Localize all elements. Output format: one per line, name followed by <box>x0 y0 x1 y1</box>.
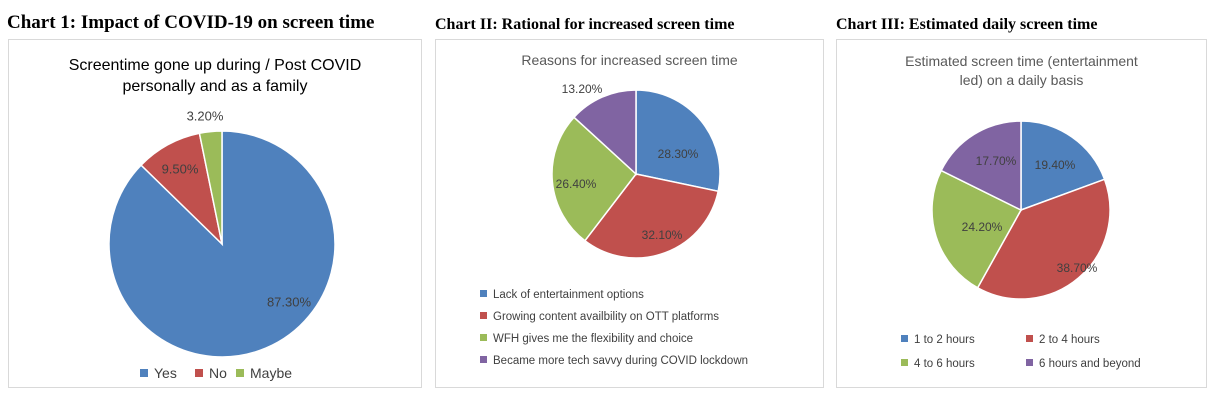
chart3-data-label-2-to-4-hours: 38.70% <box>1057 261 1098 275</box>
chart2-legend-swatch-lack-of-entertainment-options <box>480 290 487 298</box>
chart2-legend-label-lack-of-entertainment-options: Lack of entertainment options <box>493 289 644 301</box>
chart1-legend-item-no: No <box>195 365 227 381</box>
chart1-title-line2: personally and as a family <box>122 78 308 95</box>
chart2-data-label-became-more-tech-savvy-during-covid-lockdown: 13.20% <box>562 82 603 96</box>
chart3-legend-swatch-6-hours-and-beyond <box>1026 359 1033 367</box>
chart1-legend-swatch-no <box>195 369 203 378</box>
chart1-data-label-yes: 87.30% <box>267 294 312 309</box>
chart3-pie: 19.40% 38.70% 24.20% 17.70% <box>931 120 1111 300</box>
chart2-legend-item-lack-of-entertainment-options: Lack of entertainment options <box>480 289 644 301</box>
chart1-slice-maybe <box>198 130 223 245</box>
chart2-data-label-growing-content-availbility-on-ott-platforms: 32.10% <box>642 228 683 242</box>
chart3-title: Estimated screen time (entertainment led… <box>837 52 1206 90</box>
chart3-slice-2-to-4-hours <box>976 178 1111 300</box>
chart1-data-label-maybe: 3.20% <box>187 108 224 123</box>
chart1-legend-item-yes: Yes <box>140 365 177 381</box>
chart2-legend-swatch-wfh-gives-me-the-flexibility-and-choice <box>480 334 487 342</box>
chart3-legend-swatch-4-to-6-hours <box>901 359 908 367</box>
chart3-legend-item-2-to-4-hours: 2 to 4 hours <box>1026 334 1100 346</box>
chart3-legend-label-2-to-4-hours: 2 to 4 hours <box>1039 334 1100 346</box>
chart3-title-line1: Estimated screen time (entertainment <box>905 53 1138 69</box>
chart2-title-line1: Reasons for increased screen time <box>521 52 738 68</box>
chart3-slice-4-to-6-hours <box>931 169 1023 289</box>
chart3-legend-item-4-to-6-hours: 4 to 6 hours <box>901 358 975 370</box>
chart3-data-label-6-hours-and-beyond: 17.70% <box>976 154 1017 168</box>
chart3-legend: 1 to 2 hours 2 to 4 hours 4 to 6 hours 6 ho… <box>837 40 1208 389</box>
chart2-slice-wfh-gives-me-the-flexibility-and-choice <box>551 116 638 242</box>
chart1-legend-label-yes: Yes <box>154 365 177 381</box>
chart3-slice-6-hours-and-beyond <box>940 120 1022 212</box>
chart2-heading: Chart II: Rational for increased screen … <box>435 16 735 33</box>
chart3-data-label-1-to-2-hours: 19.40% <box>1035 158 1076 172</box>
chart3-legend-swatch-2-to-4-hours <box>1026 335 1033 343</box>
chart2-legend: Lack of entertainment options Growing con… <box>436 40 825 389</box>
chart1-title-line1: Screentime gone up during / Post COVID <box>68 57 362 74</box>
chart2-legend-label-became-more-tech-savvy-during-covid-lockdown: Became more tech savvy during COVID lock… <box>493 355 749 367</box>
chart2-panel: Reasons for increased screen time 28.30%… <box>435 39 824 388</box>
chart3-slice-1-to-2-hours <box>1020 120 1106 212</box>
chart1-pie: 87.30% 9.50% 3.20% <box>108 108 336 358</box>
chart1-legend-swatch-maybe <box>236 369 244 378</box>
chart2-slice-growing-content-availbility-on-ott-platforms <box>583 173 720 259</box>
chart3-data-label-4-to-6-hours: 24.20% <box>962 220 1003 234</box>
chart3-legend-label-1-to-2-hours: 1 to 2 hours <box>914 334 975 346</box>
chart2-legend-swatch-became-more-tech-savvy-during-covid-lockdown <box>480 356 487 364</box>
chart2-legend-item-became-more-tech-savvy-during-covid-lockdown: Became more tech savvy during COVID lock… <box>480 355 748 367</box>
chart3-title-line2: led) on a daily basis <box>959 72 1084 88</box>
chart2-legend-item-wfh-gives-me-the-flexibility-and-choice: WFH gives me the flexibility and choice <box>480 333 693 345</box>
chart1-legend-label-maybe: Maybe <box>250 365 293 381</box>
chart2-legend-label-growing-content-availbility-on-ott-platforms: Growing content availbility on OTT platf… <box>493 311 720 323</box>
chart1-legend-item-maybe: Maybe <box>236 365 292 381</box>
chart2-legend-label-wfh-gives-me-the-flexibility-and-choice: WFH gives me the flexibility and choice <box>493 333 694 345</box>
chart3-heading: Chart III: Estimated daily screen time <box>836 16 1098 33</box>
chart2-data-label-lack-of-entertainment-options: 28.30% <box>658 147 699 161</box>
chart3-legend-item-1-to-2-hours: 1 to 2 hours <box>901 334 975 346</box>
chart3-legend-label-4-to-6-hours: 4 to 6 hours <box>914 358 975 370</box>
chart1-data-label-no: 9.50% <box>162 161 199 176</box>
chart3-legend-item-6-hours-and-beyond: 6 hours and beyond <box>1026 358 1141 370</box>
chart1-title: Screentime gone up during / Post COVID p… <box>9 55 421 97</box>
chart1-legend-label-no: No <box>209 365 227 381</box>
chart2-title: Reasons for increased screen time <box>436 51 823 70</box>
chart1-legend: Yes No Maybe <box>9 40 423 389</box>
chart2-legend-item-growing-content-availbility-on-ott-platforms: Growing content availbility on OTT platf… <box>480 311 719 323</box>
chart1-legend-swatch-yes <box>140 369 148 378</box>
chart2-pie: 28.30% 32.10% 26.40% 13.20% <box>551 82 721 259</box>
chart2-slice-lack-of-entertainment-options <box>635 89 721 193</box>
chart1-panel: Screentime gone up during / Post COVID p… <box>8 39 422 388</box>
chart2-legend-swatch-growing-content-availbility-on-ott-platforms <box>480 312 487 320</box>
chart2-slice-became-more-tech-savvy-during-covid-lockdown <box>572 89 637 176</box>
chart3-legend-label-6-hours-and-beyond: 6 hours and beyond <box>1039 358 1141 370</box>
chart2-data-label-wfh-gives-me-the-flexibility-and-choice: 26.40% <box>556 177 597 191</box>
chart1-heading: Chart 1: Impact of COVID-19 on screen ti… <box>7 12 375 33</box>
chart3-legend-swatch-1-to-2-hours <box>901 335 908 343</box>
chart3-panel: Estimated screen time (entertainment led… <box>836 39 1207 388</box>
